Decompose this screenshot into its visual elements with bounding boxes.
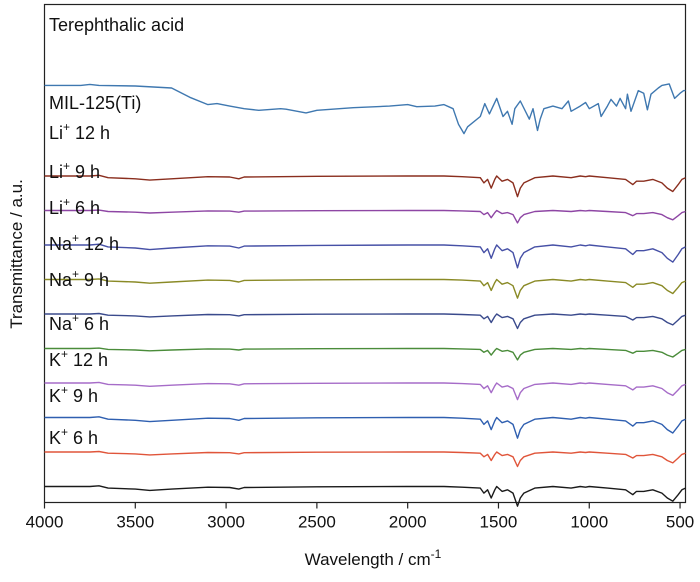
series-label-10: K+ 6 h [49, 425, 98, 448]
series-label-5: Na+ 12 h [49, 231, 119, 254]
series-label-7: Na+ 6 h [49, 311, 109, 334]
series-line-3 [44, 243, 686, 269]
x-axis-title: Wavelength / cm-1 [305, 547, 442, 569]
x-tick-label: 1000 [570, 513, 608, 532]
series-line-10 [44, 485, 686, 507]
x-tick-label: 3500 [116, 513, 154, 532]
series-label-2: Li+ 12 h [49, 120, 110, 143]
series-line-0 [44, 83, 686, 135]
x-ticks: 4000 3500 3000 2500 2000 1500 1000 500 [26, 502, 694, 532]
series-line-5 [44, 312, 686, 330]
series-line-8 [44, 416, 686, 439]
x-tick-label: 500 [666, 513, 694, 532]
series-line-4 [44, 278, 686, 299]
series-label-3: Li+ 9 h [49, 159, 100, 182]
x-tick-label: 1500 [480, 513, 518, 532]
series-label-8: K+ 12 h [49, 347, 108, 370]
x-tick-label: 3000 [207, 513, 245, 532]
series-label-6: Na+ 9 h [49, 267, 109, 290]
series-label-9: K+ 9 h [49, 383, 98, 406]
x-axis-title-sup: -1 [431, 547, 442, 561]
x-axis-title-text: Wavelength / cm [305, 550, 431, 569]
series-labels: Terephthalic acid MIL-125(Ti) Li+ 12 h Li+ … [49, 15, 184, 448]
x-tick-label: 2500 [298, 513, 336, 532]
series-line-9 [44, 450, 686, 468]
series-line-6 [44, 347, 686, 361]
plot-frame [43, 3, 687, 504]
series-line-7 [44, 381, 686, 401]
x-tick-label: 4000 [26, 513, 64, 532]
x-tick-label: 2000 [389, 513, 427, 532]
series-line-1 [44, 174, 686, 198]
spectra [44, 83, 686, 507]
series-line-2 [44, 209, 686, 224]
y-axis-title: Transmittance / a.u. [7, 179, 26, 329]
series-label-1: MIL-125(Ti) [49, 93, 141, 113]
series-label-0: Terephthalic acid [49, 15, 184, 35]
series-label-4: Li+ 6 h [49, 195, 100, 218]
